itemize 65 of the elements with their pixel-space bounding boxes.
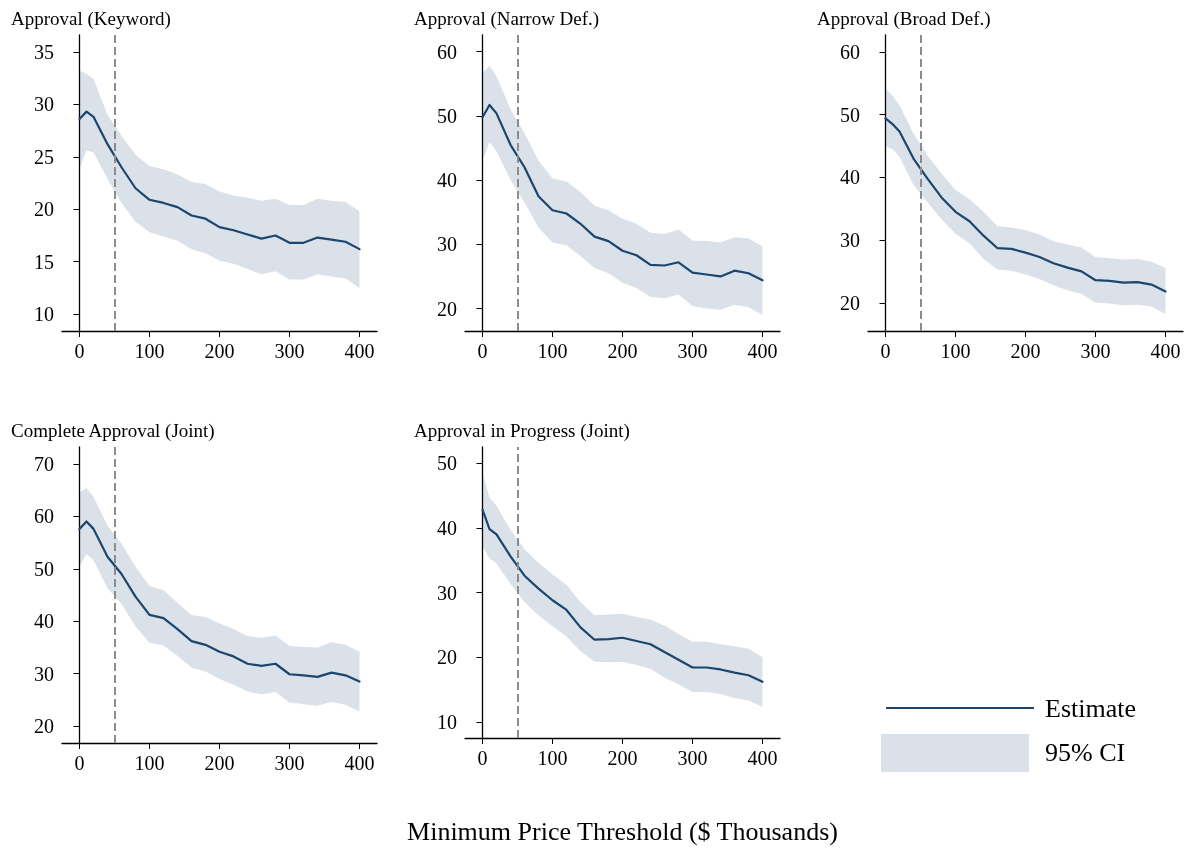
chart-title: Approval (Keyword): [11, 8, 171, 30]
x-tick-label: 300: [677, 747, 708, 769]
x-tick-label: 100: [940, 340, 971, 362]
text: Estimate: [1045, 693, 1136, 723]
x-tick-label: 100: [537, 747, 568, 769]
y-tick-label: 30: [437, 233, 457, 256]
y-tick-label: 30: [840, 229, 860, 252]
y-tick-label: 25: [34, 145, 54, 168]
x-tick-label: 200: [1010, 340, 1041, 362]
y-tick-label: 20: [437, 297, 457, 320]
x-tick-label: 400: [344, 752, 375, 774]
y-tick-label: 50: [34, 557, 54, 580]
x-tick-label: 400: [344, 340, 375, 362]
x-tick-label: 0: [477, 747, 488, 769]
y-tick-label: 60: [437, 40, 457, 63]
y-tick-label: 20: [437, 646, 457, 669]
chart-title: Approval (Broad Def.): [817, 8, 991, 30]
x-tick-label: 100: [134, 340, 165, 362]
x-tick-label: 400: [747, 747, 778, 769]
y-tick-label: 30: [34, 93, 54, 116]
y-tick-label: 30: [34, 662, 54, 685]
y-tick-label: 15: [34, 250, 54, 273]
chart-title: Complete Approval (Joint): [11, 420, 215, 442]
x-tick-label: 0: [880, 340, 891, 362]
x-tick-label: 400: [747, 340, 778, 362]
y-tick-label: 40: [437, 516, 457, 539]
y-tick-label: 60: [34, 505, 54, 528]
y-tick-label: 20: [34, 715, 54, 738]
x-tick-label: 300: [677, 340, 708, 362]
text: 95% CI: [1045, 738, 1126, 768]
y-tick-label: 50: [437, 104, 457, 127]
x-tick-label: 400: [1150, 340, 1181, 362]
y-tick-label: 10: [437, 710, 457, 733]
x-tick-label: 0: [74, 340, 85, 362]
y-tick-label: 10: [34, 303, 54, 326]
x-tick-label: 300: [1080, 340, 1111, 362]
x-tick-label: 200: [607, 340, 638, 362]
x-tick-label: 100: [537, 340, 568, 362]
x-tick-label: 0: [74, 752, 85, 774]
x-tick-label: 300: [274, 752, 305, 774]
y-tick-label: 20: [34, 198, 54, 221]
line-series: [884, 117, 1167, 293]
y-tick-label: 30: [437, 581, 457, 604]
y-tick-label: 70: [34, 452, 54, 475]
chart-title: Approval in Progress (Joint): [414, 420, 630, 442]
y-tick-label: 50: [840, 103, 860, 126]
x-tick-label: 300: [274, 340, 305, 362]
y-tick-label: 20: [840, 291, 860, 314]
x-tick-label: 200: [607, 747, 638, 769]
y-tick-label: 40: [840, 166, 860, 189]
x-axis-title: Minimum Price Threshold ($ Thousands): [407, 816, 838, 846]
x-tick-label: 200: [204, 752, 235, 774]
y-tick-label: 40: [437, 169, 457, 192]
x-tick-label: 200: [204, 340, 235, 362]
line-series: [481, 103, 764, 282]
line-series: [481, 508, 764, 683]
x-tick-label: 100: [134, 752, 165, 774]
y-tick-label: 40: [34, 610, 54, 633]
chart-title: Approval (Narrow Def.): [414, 8, 600, 30]
y-tick-label: 60: [840, 40, 860, 63]
x-tick-label: 0: [477, 340, 488, 362]
y-tick-label: 50: [437, 452, 457, 475]
line-series: [78, 110, 361, 251]
line-series: [78, 520, 361, 683]
y-tick-label: 35: [34, 40, 54, 63]
